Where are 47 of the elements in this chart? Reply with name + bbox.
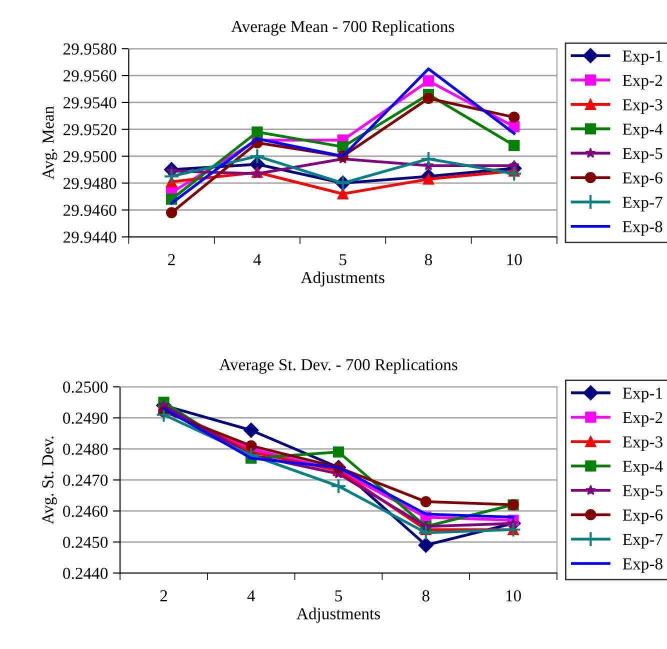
y-tick-label: 29.9440: [63, 232, 116, 243]
y-tick-label: 29.9480: [63, 178, 116, 190]
legend-label: Exp-6: [622, 510, 663, 524]
chart-title: Average Mean - 700 Replications: [231, 20, 454, 36]
x-tick-label: 4: [253, 254, 262, 266]
y-tick-label: 0.2470: [63, 474, 108, 486]
legend-label: Exp-6: [622, 172, 662, 187]
legend-label: Exp-7: [622, 196, 662, 212]
legend-label: Exp-3: [622, 99, 662, 114]
legend-label: Exp-3: [622, 436, 662, 451]
x-tick-label: 8: [424, 254, 432, 266]
y-tick-label: 0.2460: [63, 506, 108, 517]
x-axis-title: Adjustments: [296, 608, 380, 623]
x-tick-label: 8: [422, 590, 430, 602]
y-tick-label: 29.9520: [63, 124, 116, 136]
legend-label: Exp-1: [622, 388, 662, 402]
y-axis-title: Avg. Mean: [42, 106, 58, 180]
x-tick-label: 5: [340, 254, 346, 266]
y-tick-label: 0.2480: [63, 444, 108, 455]
y-tick-label: 29.9560: [63, 70, 116, 82]
y-tick-label: 0.2450: [63, 536, 108, 548]
legend-label: Exp-4: [622, 460, 663, 476]
y-axis-title: Avg. St. Dev.: [42, 436, 57, 524]
y-tick-label: 29.9500: [63, 150, 116, 162]
legend-label: Exp-8: [622, 221, 662, 236]
y-tick-label: 29.9540: [63, 97, 116, 108]
x-axis-title: Adjustments: [300, 271, 384, 287]
legend-label: Exp-5: [622, 148, 662, 163]
y-tick-label: 0.2490: [63, 412, 108, 424]
y-tick-label: 0.2440: [63, 568, 108, 580]
x-tick-label: 10: [507, 254, 522, 266]
x-tick-label: 5: [335, 590, 342, 602]
x-tick-label: 10: [506, 590, 521, 602]
chart-title: Average St. Dev. - 700 Replications: [219, 358, 458, 374]
x-tick-label: 4: [247, 590, 256, 602]
legend-label: Exp-4: [622, 124, 663, 138]
legend-label: Exp-5: [622, 485, 662, 500]
x-tick-label: 2: [160, 590, 167, 602]
legend-label: Exp-7: [622, 534, 663, 548]
y-tick-label: 29.9460: [63, 204, 116, 216]
y-tick-label: 0.2500: [63, 382, 108, 393]
legend-label: Exp-8: [622, 558, 662, 573]
legend-label: Exp-2: [622, 74, 662, 90]
legend-label: Exp-1: [622, 50, 662, 66]
legend-label: Exp-2: [622, 412, 662, 427]
x-tick-label: 2: [168, 254, 175, 266]
y-tick-label: 29.9580: [63, 43, 116, 55]
